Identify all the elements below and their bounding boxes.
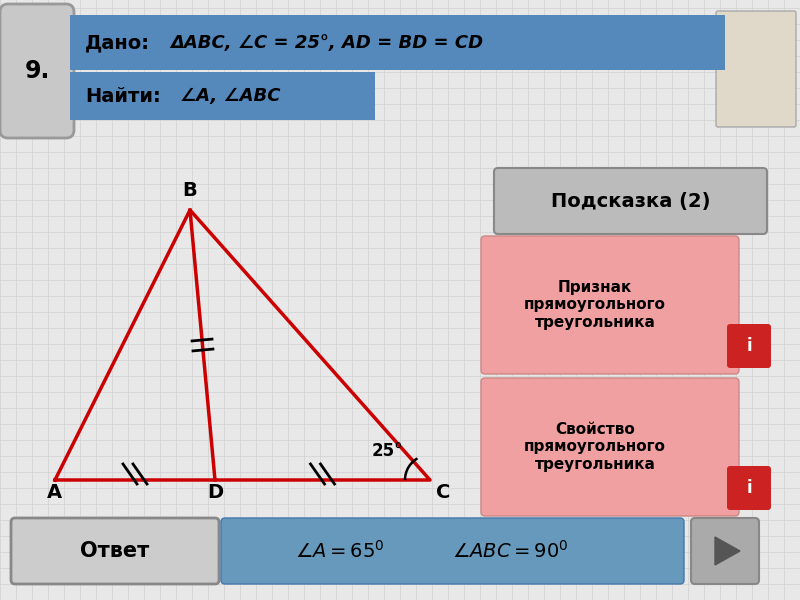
Text: 9.: 9.	[24, 59, 50, 83]
Text: $\angle A=65^0$: $\angle A=65^0$	[295, 540, 385, 562]
Text: D: D	[207, 483, 223, 502]
FancyBboxPatch shape	[11, 518, 219, 584]
FancyBboxPatch shape	[481, 378, 739, 516]
Text: i: i	[746, 479, 752, 497]
Text: A: A	[47, 483, 62, 502]
Text: Ответ: Ответ	[80, 541, 150, 561]
Text: B: B	[182, 181, 197, 200]
FancyBboxPatch shape	[727, 324, 771, 368]
Polygon shape	[715, 537, 740, 565]
Text: Свойство
прямоугольного
треугольника: Свойство прямоугольного треугольника	[524, 422, 666, 472]
Text: ∠A, ∠ABC: ∠A, ∠ABC	[180, 87, 281, 105]
FancyBboxPatch shape	[0, 4, 74, 138]
FancyBboxPatch shape	[691, 518, 759, 584]
Text: ΔABC, ∠C = 25°, AD = BD = CD: ΔABC, ∠C = 25°, AD = BD = CD	[170, 34, 483, 52]
Text: Дано:: Дано:	[85, 34, 150, 52]
FancyBboxPatch shape	[221, 518, 684, 584]
Text: Признак
прямоугольного
треугольника: Признак прямоугольного треугольника	[524, 280, 666, 330]
FancyBboxPatch shape	[70, 15, 725, 70]
Text: 25°: 25°	[372, 442, 403, 460]
Text: Найти:: Найти:	[85, 86, 161, 106]
FancyBboxPatch shape	[716, 11, 796, 127]
Text: $\angle ABC=90^0$: $\angle ABC=90^0$	[452, 540, 568, 562]
Text: i: i	[746, 337, 752, 355]
FancyBboxPatch shape	[727, 466, 771, 510]
FancyBboxPatch shape	[481, 236, 739, 374]
FancyBboxPatch shape	[494, 168, 767, 234]
FancyBboxPatch shape	[70, 72, 375, 120]
Text: C: C	[436, 483, 450, 502]
Text: Подсказка (2): Подсказка (2)	[550, 191, 710, 211]
